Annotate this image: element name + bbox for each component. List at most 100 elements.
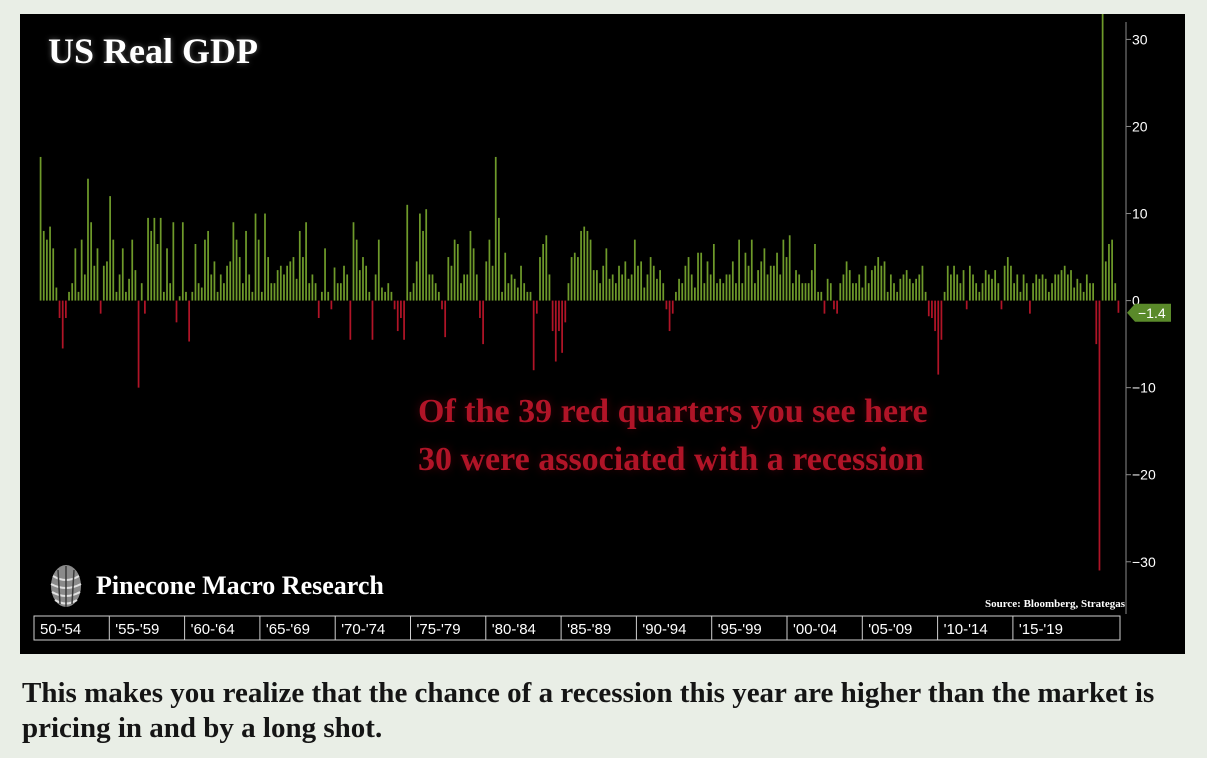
gdp-bar	[485, 261, 488, 301]
gdp-bar	[292, 257, 295, 301]
gdp-bar	[577, 257, 579, 301]
gdp-bar	[700, 252, 703, 301]
gdp-bar	[722, 283, 725, 301]
gdp-bar	[570, 257, 573, 301]
x-axis: 50-'54 '55-'59 '60-'64 '65-'69 '70-'74 '75-'7…	[33, 615, 1121, 641]
gdp-bar	[643, 287, 646, 301]
gdp-bar	[621, 274, 624, 301]
gdp-bar	[339, 283, 342, 301]
gdp-bar	[317, 300, 320, 318]
gdp-bar	[422, 230, 424, 301]
gdp-bar	[624, 261, 627, 301]
annotation-text: Of the 39 red quarters you see here 30 w…	[418, 388, 928, 484]
gdp-bar	[665, 300, 668, 310]
gdp-bar	[68, 291, 70, 301]
gdp-bar	[387, 283, 390, 301]
gdp-bar	[981, 283, 984, 301]
gdp-bar	[946, 265, 949, 301]
gdp-bar	[1117, 300, 1120, 313]
gdp-bar	[652, 265, 655, 301]
gdp-bar	[972, 274, 974, 301]
x-tick-label: '75-'79	[417, 621, 461, 638]
gdp-bar	[488, 239, 491, 301]
gdp-bar	[346, 274, 349, 301]
gdp-bar	[437, 291, 440, 301]
gdp-bar	[1089, 283, 1091, 301]
gdp-bar	[633, 239, 636, 301]
gdp-bar	[991, 278, 993, 301]
gdp-bar	[567, 283, 570, 301]
chart-frame: 30 20 10 0 −10 −20 −30 −1.4 50-'54 '55-'59 '60-'6…	[20, 14, 1185, 654]
gdp-bar	[109, 196, 111, 301]
gdp-bar	[90, 222, 93, 301]
x-tick-label: '85-'89	[567, 621, 611, 638]
gdp-bar	[204, 239, 206, 301]
gdp-bar	[738, 239, 740, 301]
gdp-bar	[128, 278, 130, 301]
gdp-bar	[1095, 300, 1098, 345]
gdp-bar	[1013, 283, 1015, 301]
gdp-bar	[412, 283, 415, 301]
gdp-bar	[716, 283, 718, 301]
y-tick-label: −10	[1132, 380, 1156, 396]
gdp-bar	[880, 265, 883, 301]
gdp-bar	[1063, 265, 1066, 301]
y-tick-label: 30	[1132, 31, 1148, 47]
y-tick-label: −20	[1132, 467, 1156, 483]
gdp-bar	[867, 283, 870, 301]
gdp-bar	[102, 265, 105, 301]
y-tick-label: 0	[1132, 293, 1140, 309]
gdp-bar	[65, 300, 67, 318]
gdp-bar	[441, 300, 443, 310]
gdp-bar	[93, 265, 96, 301]
gdp-bar	[690, 274, 693, 301]
gdp-bar	[833, 300, 835, 310]
gdp-bar	[918, 274, 921, 301]
gdp-bar	[235, 239, 238, 301]
gdp-bar	[1041, 274, 1044, 301]
gdp-bar	[984, 270, 987, 301]
gdp-bar	[798, 274, 801, 301]
gdp-bar	[864, 265, 867, 301]
gdp-bar	[703, 283, 706, 301]
gdp-bar	[210, 274, 213, 301]
gdp-bar	[855, 283, 857, 301]
source-note: Source: Bloomberg, Strategas	[984, 598, 1125, 610]
gdp-bar	[886, 291, 889, 301]
gdp-bar	[782, 239, 785, 301]
gdp-bar	[1101, 14, 1104, 301]
gdp-bar	[817, 291, 820, 301]
gdp-bar	[962, 270, 965, 301]
gdp-bar	[181, 222, 184, 301]
gdp-bar	[877, 257, 880, 301]
gdp-bar	[912, 283, 914, 301]
gdp-bar	[390, 291, 393, 301]
gdp-bar	[931, 300, 933, 318]
gdp-bar	[74, 248, 77, 301]
gdp-bar	[137, 300, 140, 388]
gdp-bar	[434, 283, 437, 301]
gdp-bar	[188, 300, 191, 342]
gdp-bar	[131, 239, 134, 301]
gdp-bar	[463, 274, 465, 301]
gdp-bar	[836, 300, 838, 314]
gdp-bar	[406, 204, 409, 301]
gdp-bar	[368, 291, 371, 301]
gdp-bar	[614, 283, 617, 301]
chart-title: US Real GDP	[48, 31, 258, 71]
gdp-bar	[975, 283, 978, 301]
gdp-bar	[260, 291, 263, 301]
gdp-bar	[42, 230, 45, 301]
x-tick-label: '05-'09	[868, 621, 912, 638]
gdp-bar	[558, 300, 560, 332]
gdp-bar	[801, 283, 804, 301]
gdp-bar	[896, 291, 899, 301]
gdp-bar	[1098, 300, 1101, 571]
gdp-bar	[905, 270, 908, 301]
gdp-bar	[697, 252, 699, 301]
gdp-bar	[788, 235, 791, 301]
gdp-bar	[178, 296, 181, 301]
gdp-bar	[400, 300, 402, 318]
gdp-bar	[807, 283, 810, 301]
gdp-bar	[71, 283, 74, 301]
